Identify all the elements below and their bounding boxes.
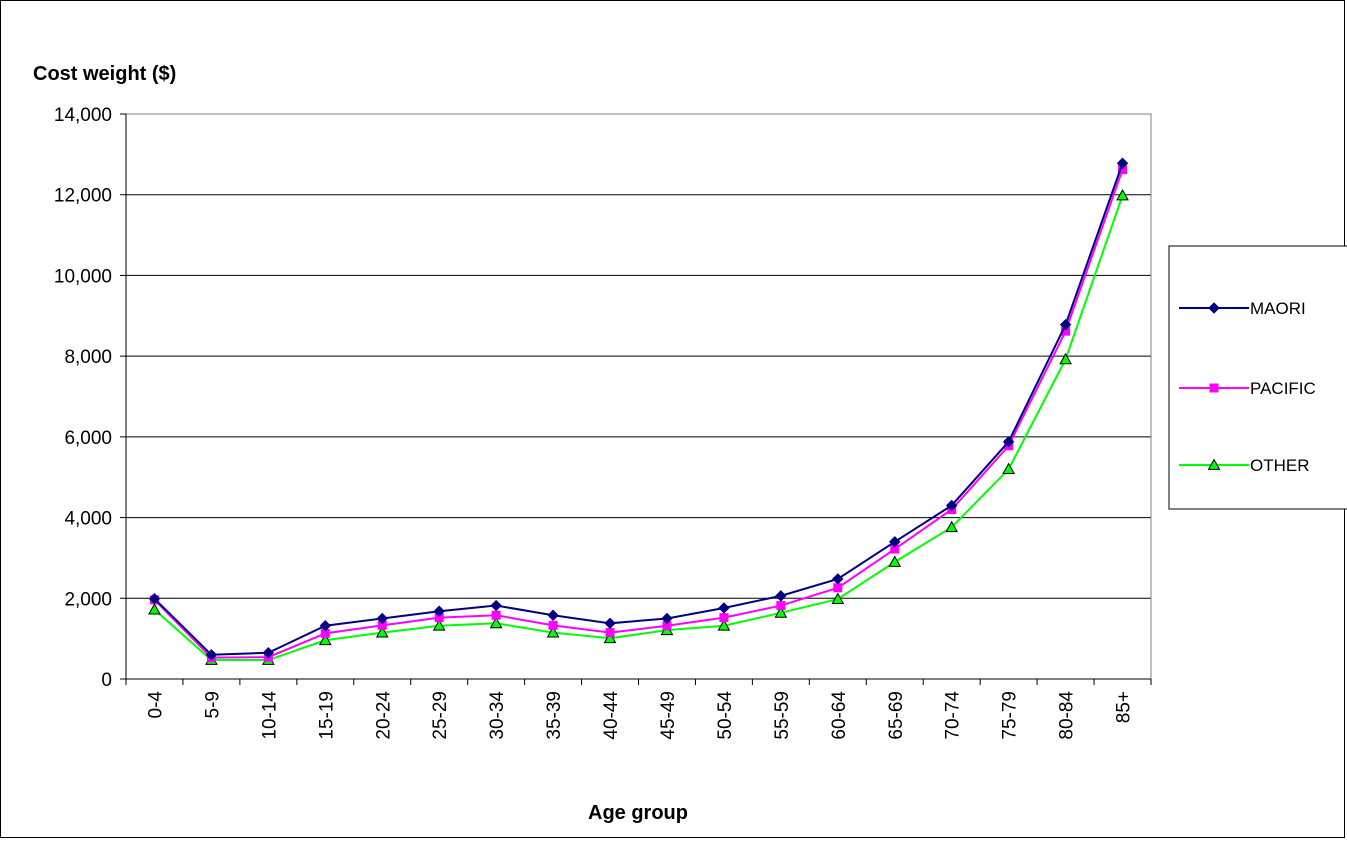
data-point (1116, 188, 1129, 201)
x-tick-label: 80-84 (1057, 691, 1078, 740)
data-point (148, 603, 161, 615)
data-point (775, 590, 787, 602)
x-tick-label: 45-49 (658, 691, 679, 740)
data-point (889, 536, 901, 548)
data-point (831, 592, 845, 604)
data-point (376, 612, 388, 625)
data-point (776, 601, 786, 611)
y-tick-label: 0 (101, 670, 112, 691)
plot-area (125, 113, 1152, 680)
data-point (604, 617, 616, 630)
legend-label: OTHER (1250, 456, 1310, 475)
data-point (319, 620, 332, 632)
series-pacific (149, 165, 1128, 663)
data-point (432, 619, 446, 631)
data-point (1209, 383, 1219, 393)
data-point (205, 649, 218, 661)
data-point (717, 619, 731, 631)
data-point (1118, 165, 1128, 175)
data-point (318, 633, 332, 646)
data-point (546, 626, 560, 638)
data-point (719, 613, 729, 623)
x-tick-label: 65-69 (886, 691, 907, 740)
data-point (832, 573, 844, 585)
series-group (148, 157, 1129, 665)
y-tick-label: 10,000 (54, 266, 112, 287)
data-point (662, 621, 672, 631)
data-point (1207, 458, 1221, 470)
series-maori (148, 157, 1129, 661)
x-tick-label: 35-39 (544, 691, 565, 740)
x-tick-label: 85+ (1114, 691, 1135, 723)
x-tick-label: 15-19 (316, 691, 337, 740)
x-tick-label: 20-24 (373, 691, 394, 740)
data-point (945, 499, 958, 512)
x-axis-title: Age group (588, 802, 688, 824)
x-tick-label: 30-34 (487, 691, 508, 740)
data-point (377, 620, 387, 630)
legend-label: PACIFIC (1250, 379, 1316, 398)
data-point (1116, 157, 1129, 169)
data-point (945, 520, 959, 533)
series-line (153, 169, 1124, 659)
data-point (605, 628, 615, 638)
legend-item-maori: MAORI (1179, 299, 1306, 318)
x-tick-label: 70-74 (943, 691, 964, 740)
data-point (433, 605, 445, 617)
data-point (774, 606, 788, 618)
x-tick-label: 5-9 (202, 691, 223, 718)
x-axis: 0-4 5-9 10-14 15-19 20-24 25-29 30-34 35-39 40-4… (125, 679, 1152, 740)
x-tick-label: 25-29 (430, 691, 451, 740)
x-tick-label: 0-4 (145, 691, 166, 719)
data-point (320, 628, 330, 638)
data-point (718, 602, 730, 614)
data-point (888, 555, 902, 567)
legend-item-pacific: PACIFIC (1179, 379, 1316, 398)
data-point (603, 631, 617, 644)
legend-label: MAORI (1250, 299, 1306, 318)
y-tick-label: 6,000 (64, 428, 112, 449)
y-axis: 0 2,000 4,000 6,000 8,000 10,000 12,000 14,000 (54, 105, 126, 691)
y-tick-label: 2,000 (64, 589, 112, 610)
data-point (375, 626, 389, 638)
x-tick-label: 60-64 (829, 691, 850, 740)
legend: MAORI PACIFIC OTHER (1168, 245, 1347, 510)
data-point (890, 544, 900, 554)
data-point (1002, 435, 1015, 448)
y-axis-title: Cost weight ($) (33, 63, 176, 85)
y-tick-label: 4,000 (64, 509, 112, 530)
series-other (148, 188, 1129, 665)
series-line (153, 162, 1124, 656)
legend-item-other: OTHER (1179, 456, 1310, 475)
data-point (833, 583, 843, 593)
data-point (262, 647, 275, 659)
data-point (491, 610, 501, 620)
data-point (1208, 302, 1220, 314)
gridlines (126, 113, 1151, 599)
data-point (547, 609, 559, 621)
data-point (434, 613, 444, 623)
data-point (490, 599, 502, 612)
data-point (1002, 462, 1015, 475)
data-point (148, 592, 161, 605)
data-point (1059, 352, 1072, 365)
x-tick-label: 75-79 (1000, 691, 1021, 740)
x-tick-label: 55-59 (772, 691, 793, 740)
data-point (661, 612, 673, 625)
y-tick-label: 8,000 (64, 347, 112, 368)
data-point (1059, 318, 1072, 331)
data-point (489, 616, 503, 629)
x-tick-label: 10-14 (259, 691, 280, 740)
x-tick-label: 40-44 (601, 691, 622, 740)
plot-border (125, 113, 1152, 680)
data-point (1061, 326, 1071, 336)
y-tick-label: 14,000 (54, 105, 112, 126)
x-tick-label: 50-54 (715, 691, 736, 740)
series-line (153, 195, 1124, 662)
data-point (548, 620, 558, 630)
y-tick-label: 12,000 (54, 186, 112, 207)
